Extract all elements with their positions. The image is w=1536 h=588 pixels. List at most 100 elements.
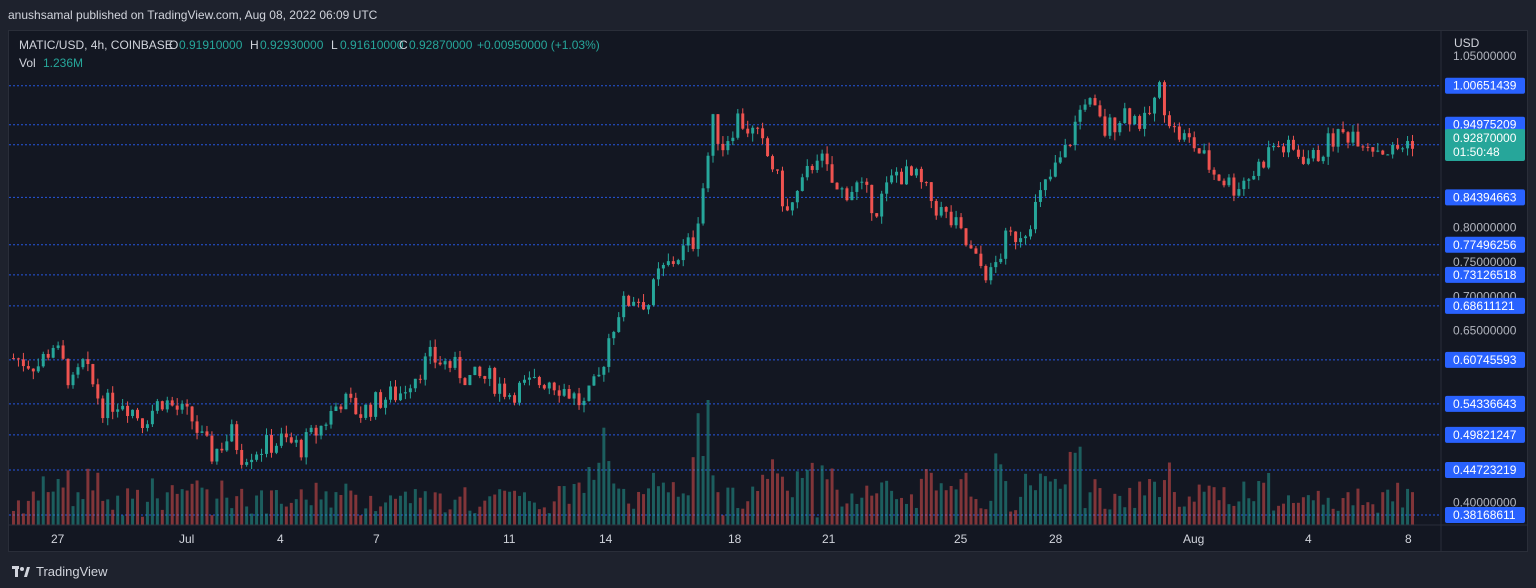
candle-body <box>1182 133 1186 140</box>
candle <box>1043 179 1047 197</box>
level-badge: 0.84394663 <box>1445 189 1525 206</box>
candle-body <box>41 353 45 367</box>
volume-bar <box>448 509 452 525</box>
candle <box>776 169 779 175</box>
volume-bar <box>661 482 665 525</box>
candle-body <box>210 435 214 462</box>
candle <box>1237 182 1241 197</box>
candle-body <box>1058 157 1062 163</box>
volume-bar <box>220 480 224 525</box>
price-tick-label: 1.05000000 <box>1453 49 1517 63</box>
candle-body <box>1396 144 1400 149</box>
candle <box>91 363 95 387</box>
candle-body <box>542 385 546 389</box>
candle-body <box>453 356 457 368</box>
tradingview-logo[interactable]: TradingView <box>12 564 108 579</box>
volume-bar <box>473 513 477 525</box>
candle-body <box>1351 131 1355 143</box>
candle <box>1058 151 1062 164</box>
candle-body <box>1272 145 1276 148</box>
volume-bar <box>790 497 794 525</box>
chart-panel[interactable]: MATIC/USD, 4h, COINBASE O 0.91910000 H 0… <box>8 30 1528 552</box>
candle <box>265 428 268 458</box>
candle-body <box>31 368 35 372</box>
level-badge: 0.94975209 <box>1445 116 1525 133</box>
candle-body <box>552 382 556 391</box>
candle <box>131 409 135 419</box>
candle-body <box>1247 179 1251 181</box>
candle-body <box>761 128 765 139</box>
candle-body <box>974 248 978 254</box>
volume-bar <box>656 486 660 525</box>
candle-body <box>1133 116 1137 125</box>
candle-body <box>354 397 358 415</box>
candle <box>1123 102 1127 124</box>
volume-bar <box>1024 473 1028 525</box>
candle-body <box>726 141 730 151</box>
candle-body <box>1406 140 1410 149</box>
candle <box>66 358 70 389</box>
volume-bar <box>875 493 879 525</box>
candle <box>1361 144 1365 151</box>
candle-body <box>647 305 650 310</box>
candle <box>1019 231 1023 248</box>
candle <box>1063 138 1067 158</box>
volume-bar <box>1143 495 1147 525</box>
candlestick-chart[interactable]: MATIC/USD, 4h, COINBASE O 0.91910000 H 0… <box>9 31 1527 551</box>
volume-bar <box>984 509 988 525</box>
candle <box>1376 142 1380 153</box>
candle-body <box>885 182 889 194</box>
candle <box>1078 105 1082 130</box>
candle <box>880 190 884 224</box>
volume-bar <box>369 495 373 525</box>
candle-body <box>731 137 735 142</box>
volume-bar <box>959 479 963 525</box>
candle-body <box>934 201 938 216</box>
volume-bar <box>408 503 412 525</box>
volume-bar <box>1019 496 1023 525</box>
volume-bar <box>314 482 318 525</box>
volume-bar <box>726 487 730 525</box>
candle <box>324 422 328 431</box>
candle-body <box>1123 108 1127 123</box>
volume-bar <box>731 487 735 525</box>
candle <box>771 154 775 173</box>
candle-body <box>597 374 601 377</box>
candle <box>71 371 75 389</box>
candle <box>766 136 770 157</box>
candle-body <box>339 406 343 410</box>
candle <box>200 425 204 434</box>
candle-body <box>944 207 948 212</box>
candle <box>185 399 189 415</box>
level-badge-text: 0.49821247 <box>1453 428 1517 442</box>
volume-bar <box>513 490 517 525</box>
candle <box>96 378 100 405</box>
candle-body <box>969 245 973 249</box>
candle <box>741 108 745 130</box>
volume-bar <box>1296 502 1300 525</box>
volume-bar <box>284 506 288 525</box>
candle-body <box>1336 129 1340 147</box>
candle-body <box>989 267 993 281</box>
volume-bar <box>1406 488 1410 525</box>
candle <box>473 366 477 376</box>
level-badge-text: 0.84394663 <box>1453 190 1517 204</box>
candle-body <box>756 127 760 129</box>
volume-bar <box>274 490 278 525</box>
candle <box>398 386 402 402</box>
candle-body <box>1311 149 1315 159</box>
candle <box>274 443 278 455</box>
volume-bar <box>914 507 918 525</box>
candle-body <box>964 228 968 246</box>
candle-body <box>255 454 259 460</box>
candle <box>572 391 576 406</box>
candle-body <box>423 356 427 380</box>
candle <box>597 367 601 378</box>
candle-body <box>592 376 596 386</box>
volume-bar <box>681 493 685 525</box>
candle <box>1371 147 1375 157</box>
candle-body <box>240 449 244 465</box>
candle <box>944 206 948 219</box>
candle-body <box>230 424 234 442</box>
volume-bar <box>547 513 551 525</box>
